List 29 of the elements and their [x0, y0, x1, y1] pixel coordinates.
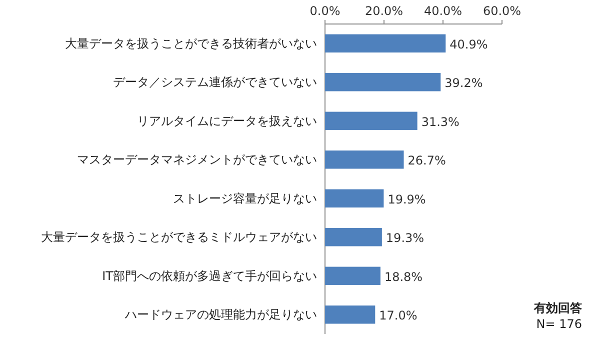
bar: [325, 189, 384, 208]
text: 有効回答 N= 176: [533, 301, 583, 331]
x-tick-label: 20.0%: [364, 4, 404, 18]
x-tick-label: 40.0%: [424, 4, 462, 18]
x-tick-label: 60.0%: [482, 4, 522, 18]
y-tick-label: ストレージ容量が足りない: [173, 191, 317, 206]
data-label: 18.8%: [384, 270, 423, 284]
bar: [325, 73, 441, 92]
data-label: 19.9%: [388, 192, 426, 206]
bar: [325, 150, 404, 169]
y-tick-label: データ／システム連係ができていない: [113, 75, 317, 90]
bar: [325, 266, 380, 285]
data-label: 40.9%: [450, 37, 488, 52]
y-tick-label: IT部門への依頼が多過ぎて手が回らない: [102, 268, 317, 283]
data-label: 26.7%: [408, 154, 446, 168]
bar: [325, 112, 418, 130]
bar: [325, 34, 446, 52]
x-tick-label: 0.0%: [310, 4, 340, 18]
data-label: 39.2%: [444, 76, 483, 90]
data-label: 31.3%: [421, 114, 460, 129]
bar: [325, 228, 382, 246]
y-tick-label: 大量データを扱うことができるミドルウェアがない: [41, 230, 317, 244]
data-label: 17.0%: [379, 308, 418, 323]
data-label: 19.3%: [386, 231, 424, 246]
y-tick-label: リアルタイムにデータを扱えない: [137, 114, 317, 128]
bar: [325, 306, 376, 324]
y-tick-label: 大量データを扱うことができる技術者がいない: [65, 36, 317, 50]
y-tick-label: ハードウェアの処理能力が足りない: [124, 308, 317, 322]
y-tick-label: マスターデータマネジメントができていない: [77, 152, 317, 167]
